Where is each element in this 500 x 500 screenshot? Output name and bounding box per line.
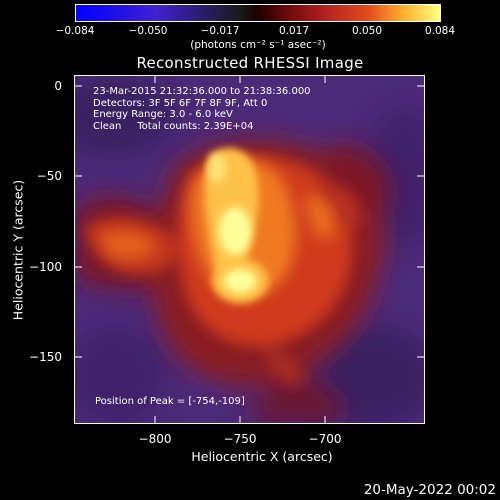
colorbar-tick-label: −0.017 bbox=[200, 25, 240, 37]
colorbar bbox=[75, 4, 441, 22]
annotation-detectors: Detectors: 3F 5F 6F 7F 8F 9F, Att 0 bbox=[93, 97, 268, 109]
y-tick-label: −50 bbox=[36, 169, 62, 183]
colorbar-tick-label: −0.050 bbox=[128, 25, 168, 37]
annotation-time-range: 23-Mar-2015 21:32:36.000 to 21:38:36.000 bbox=[93, 86, 311, 97]
colorbar-tick-label: 0.050 bbox=[351, 25, 383, 37]
annotation-energy-range: Energy Range: 3.0 - 6.0 keV bbox=[93, 109, 233, 120]
colorbar-tick-label: 0.084 bbox=[424, 25, 456, 37]
x-tick-label: −750 bbox=[223, 432, 257, 446]
y-axis-label: Heliocentric Y (arcsec) bbox=[10, 179, 26, 321]
footer-date: 20-May-2022 00:02 bbox=[363, 482, 496, 498]
colorbar-unit-label: (photons cm⁻² s⁻¹ asec⁻²) bbox=[190, 39, 326, 51]
annotation-clean-counts: Clean Total counts: 2.39E+04 bbox=[93, 120, 254, 132]
emission-map bbox=[75, 76, 424, 423]
x-tick-label: −700 bbox=[308, 432, 342, 446]
y-tick-label: −150 bbox=[29, 350, 62, 364]
colorbar-tick-label: 0.017 bbox=[278, 25, 310, 37]
image-title: Reconstructed RHESSI Image bbox=[136, 54, 364, 72]
x-axis-label: Heliocentric X (arcsec) bbox=[191, 449, 333, 464]
annotation-peak-position: Position of Peak = [-754,-109] bbox=[95, 396, 245, 407]
y-tick-label: −100 bbox=[29, 260, 62, 274]
rhessi-image-plot: 23-Mar-2015 21:32:36.000 to 21:38:36.000… bbox=[74, 75, 425, 424]
colorbar-tick-label: −0.084 bbox=[55, 25, 95, 37]
x-tick-label: −800 bbox=[138, 432, 172, 446]
y-tick-label: 0 bbox=[54, 79, 62, 93]
